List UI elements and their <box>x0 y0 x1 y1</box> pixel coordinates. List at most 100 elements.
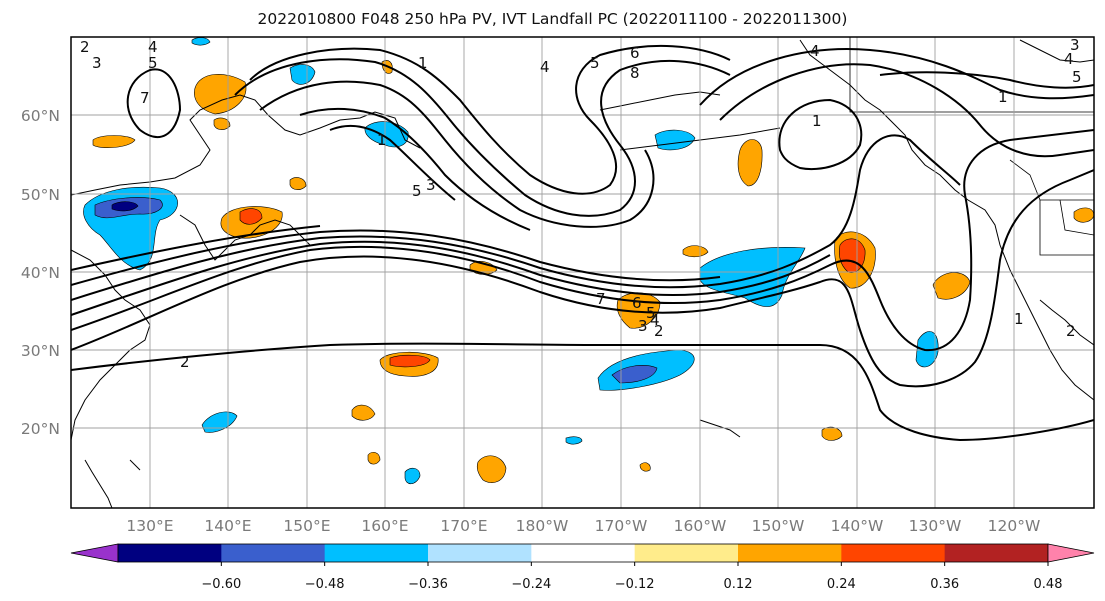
positive-anomaly-region <box>289 177 307 190</box>
contour-label: 5 <box>412 182 422 200</box>
negative-anomaly-region <box>654 129 696 151</box>
positive-anomaly-region <box>476 455 507 483</box>
colorbar-tick-label: 0.36 <box>930 577 959 592</box>
negative-anomaly-core-deep <box>111 201 139 212</box>
lat-label: 20°N <box>21 420 60 438</box>
colorbar-segment <box>634 544 739 562</box>
positive-anomaly-region <box>821 426 843 441</box>
contour-label: 3 <box>426 176 436 194</box>
contour-label: 5 <box>590 54 600 72</box>
graticule <box>71 37 1094 508</box>
border-line <box>849 37 1094 113</box>
colorbar-tick-label: −0.48 <box>305 577 345 592</box>
pv-contour <box>234 58 731 217</box>
colorbar-tick-label: −0.60 <box>201 577 241 592</box>
lon-label: 140°E <box>204 517 251 535</box>
contour-label: 5 <box>646 304 656 322</box>
contour-label: 5 <box>1072 68 1082 86</box>
map-frame <box>70 36 1095 509</box>
colorbar-tick-label: 0.48 <box>1034 577 1063 592</box>
contour-label: 8 <box>630 64 640 82</box>
pv-contour <box>329 124 456 201</box>
border-line <box>1039 200 1094 256</box>
coastline <box>129 459 141 471</box>
contour-label: 1 <box>812 112 822 130</box>
pv-contour <box>249 44 731 195</box>
positive-anomaly-region <box>213 117 231 130</box>
negative-anomaly-region <box>404 467 421 485</box>
coastline <box>84 459 113 508</box>
border-line <box>1059 199 1094 236</box>
contour-labels: 2 3 4 5 7 1 4 5 6 8 1 5 3 4 1 2 1 7 6 5 … <box>80 36 1082 371</box>
pv-contour <box>259 80 655 228</box>
positive-anomaly-core <box>389 354 431 368</box>
colorbar-segment <box>221 544 326 562</box>
colorbar-extend-max <box>1047 543 1095 563</box>
contour-label: 4 <box>650 311 660 329</box>
colorbar: −0.60 −0.48 −0.36 −0.24 −0.12 0.12 0.24 0.36 0.4… <box>70 543 1095 592</box>
contour-label: 4 <box>148 38 158 56</box>
contour-label: 2 <box>80 38 90 56</box>
pv-contour <box>299 107 531 231</box>
lon-label: 170°W <box>595 517 648 535</box>
coastline <box>71 94 421 196</box>
contour-label: 4 <box>810 42 820 60</box>
pv-contour <box>699 48 1094 106</box>
coastline <box>1039 299 1094 346</box>
colorbar-tick-label: −0.24 <box>511 577 551 592</box>
lon-label: 160°W <box>674 517 727 535</box>
colorbar-segment <box>118 544 222 562</box>
chart-title: 2022010800 F048 250 hPa PV, IVT Landfall… <box>257 10 848 28</box>
contour-label: 4 <box>1064 50 1074 68</box>
contour-label: 6 <box>630 44 640 62</box>
colorbar-segment <box>324 544 429 562</box>
contour-label: 1 <box>998 88 1008 106</box>
border-line <box>1009 159 1094 201</box>
positive-anomaly-region <box>194 73 247 115</box>
longitude-axis: 130°E 140°E 150°E 160°E 170°E 180°W 170°… <box>126 517 1040 535</box>
negative-anomaly-region <box>191 37 211 46</box>
lon-label: 120°W <box>988 517 1041 535</box>
colorbar-extend-min <box>70 543 119 563</box>
contour-label: 3 <box>92 54 102 72</box>
pv-contour <box>71 225 321 271</box>
pv-contour <box>71 134 961 301</box>
lon-label: 130°E <box>126 517 173 535</box>
contour-label: 4 <box>540 58 550 76</box>
borders <box>849 37 1094 256</box>
coastline <box>179 214 311 261</box>
coastline <box>71 249 151 441</box>
colorbar-tick-label: −0.36 <box>408 577 448 592</box>
negative-anomaly-region <box>565 436 583 445</box>
positive-anomaly-region <box>367 451 381 465</box>
contour-label: 1 <box>1014 310 1024 328</box>
pv-contour <box>71 169 1094 388</box>
contour-label: 5 <box>148 54 158 72</box>
lon-label: 140°W <box>831 517 884 535</box>
contour-label: 7 <box>596 290 606 308</box>
contour-label: 6 <box>632 294 642 312</box>
pv-contour <box>126 68 182 139</box>
negative-anomaly-region <box>364 121 409 148</box>
latitude-axis: 60°N 50°N 40°N 30°N 20°N <box>21 107 60 438</box>
pv-contour <box>719 63 1094 158</box>
coastline <box>799 39 1094 401</box>
contour-label: 2 <box>654 322 664 340</box>
lon-label: 150°W <box>752 517 805 535</box>
lon-label: 170°E <box>440 517 487 535</box>
colorbar-segment <box>944 544 1049 562</box>
lon-label: 150°E <box>283 517 330 535</box>
lat-label: 30°N <box>21 342 60 360</box>
lat-label: 40°N <box>21 264 60 282</box>
negative-anomaly-region <box>289 64 316 85</box>
pv-contour <box>71 129 1094 352</box>
contour-label: 3 <box>638 317 648 335</box>
lon-label: 180°W <box>516 517 569 535</box>
pv-contour <box>71 342 1094 442</box>
positive-anomaly-region <box>92 135 136 149</box>
lat-label: 50°N <box>21 186 60 204</box>
contour-label: 3 <box>1070 36 1080 54</box>
contour-label: 7 <box>140 89 150 107</box>
pv-contour <box>71 240 831 316</box>
positive-anomaly-region <box>351 404 376 421</box>
